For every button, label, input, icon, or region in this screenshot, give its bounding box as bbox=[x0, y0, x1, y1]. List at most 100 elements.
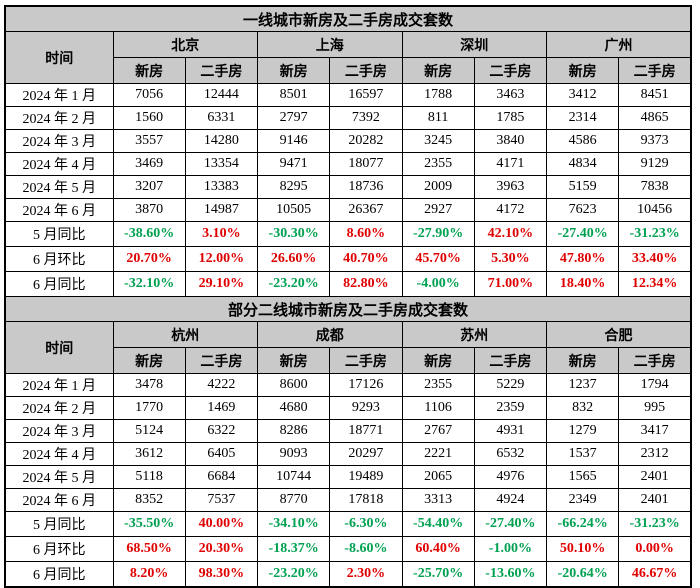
subheader-row-tier1: 新房 二手房 新房 二手房 新房 二手房 新房 二手房 bbox=[5, 57, 692, 84]
pct-cell: 20.70% bbox=[112, 246, 186, 272]
pct-label: 5 月同比 bbox=[4, 221, 114, 247]
count-cell: 1785 bbox=[473, 106, 548, 130]
count-cell: 16597 bbox=[329, 83, 403, 107]
count-cell: 9293 bbox=[329, 396, 403, 420]
pct-cell: 12.34% bbox=[618, 271, 692, 297]
table-title-row-tier2: 部分二线城市新房及二手房成交套数 bbox=[4, 296, 692, 322]
city-header-tier2-0: 杭州 bbox=[112, 321, 258, 348]
count-cell: 14280 bbox=[184, 129, 259, 153]
city-header-row-tier2: 时间 杭州 成都 苏州 合肥 bbox=[4, 321, 692, 374]
subcol-header-tier2-1-1: 二手房 bbox=[329, 347, 403, 374]
count-cell: 19489 bbox=[329, 465, 403, 489]
count-cell: 9471 bbox=[256, 152, 331, 176]
count-cell: 8770 bbox=[256, 488, 331, 512]
pct-cell: 40.70% bbox=[329, 246, 403, 272]
count-cell: 1560 bbox=[112, 106, 186, 130]
pct-cell: -1.00% bbox=[473, 536, 548, 562]
pct-cell: -34.10% bbox=[256, 511, 331, 537]
count-cell: 8286 bbox=[256, 419, 331, 443]
count-cell: 4680 bbox=[256, 396, 331, 420]
data-row-tier2-3: 2024 年 4 月 3612 6405 9093 20297 2221 6532 1537 2… bbox=[4, 442, 692, 466]
subcol-header-tier1-1-0: 新房 bbox=[256, 57, 331, 84]
count-cell: 3478 bbox=[112, 373, 186, 397]
count-cell: 2927 bbox=[401, 198, 475, 222]
subcol-header-tier1-0-1: 二手房 bbox=[184, 57, 259, 84]
count-cell: 2312 bbox=[618, 442, 692, 466]
count-cell: 20282 bbox=[329, 129, 403, 153]
pct-cell: 0.00% bbox=[618, 536, 692, 562]
data-row-tier1-3: 2024 年 4 月 3469 13354 9471 18077 2355 4171 4834… bbox=[4, 152, 692, 176]
count-cell: 18077 bbox=[329, 152, 403, 176]
pct-cell: -18.37% bbox=[256, 536, 331, 562]
pct-row-tier2-0: 5 月同比 -35.50% 40.00% -34.10% -6.30% -54.40% -2… bbox=[4, 511, 692, 537]
pct-cell: -27.90% bbox=[401, 221, 475, 247]
pct-cell: -54.40% bbox=[401, 511, 475, 537]
count-cell: 2401 bbox=[618, 488, 692, 512]
month-label: 2024 年 1 月 bbox=[4, 373, 114, 397]
month-label: 2024 年 3 月 bbox=[4, 129, 114, 153]
pct-cell: 47.80% bbox=[545, 246, 620, 272]
count-cell: 2401 bbox=[618, 465, 692, 489]
pct-cell: -8.60% bbox=[329, 536, 403, 562]
count-cell: 3612 bbox=[112, 442, 186, 466]
pct-label: 6 月同比 bbox=[4, 561, 114, 588]
pct-cell: 20.30% bbox=[184, 536, 259, 562]
count-cell: 1537 bbox=[545, 442, 620, 466]
count-cell: 8352 bbox=[112, 488, 186, 512]
pct-cell: 98.30% bbox=[184, 561, 259, 588]
count-cell: 1469 bbox=[184, 396, 259, 420]
count-cell: 3417 bbox=[618, 419, 692, 443]
pct-cell: 18.40% bbox=[545, 271, 620, 297]
pct-cell: -35.50% bbox=[112, 511, 186, 537]
pct-cell: -4.00% bbox=[401, 271, 475, 297]
count-cell: 9373 bbox=[618, 129, 692, 153]
pct-cell: -66.24% bbox=[545, 511, 620, 537]
count-cell: 995 bbox=[618, 396, 692, 420]
count-cell: 13383 bbox=[184, 175, 259, 199]
count-cell: 6684 bbox=[184, 465, 259, 489]
count-cell: 9129 bbox=[618, 152, 692, 176]
count-cell: 2767 bbox=[401, 419, 475, 443]
count-cell: 1279 bbox=[545, 419, 620, 443]
month-label: 2024 年 6 月 bbox=[4, 198, 114, 222]
subcol-header-tier1-2-0: 新房 bbox=[401, 57, 475, 84]
count-cell: 5118 bbox=[112, 465, 186, 489]
count-cell: 4586 bbox=[545, 129, 620, 153]
month-label: 2024 年 6 月 bbox=[4, 488, 114, 512]
pct-cell: 42.10% bbox=[473, 221, 548, 247]
pct-cell: 60.40% bbox=[401, 536, 475, 562]
pct-cell: 8.60% bbox=[329, 221, 403, 247]
subcol-header-tier2-2-1: 二手房 bbox=[473, 347, 548, 374]
subcol-header-tier2-0-1: 二手房 bbox=[184, 347, 259, 374]
time-header-tier2: 时间 bbox=[4, 321, 114, 374]
pct-row-tier1-0: 5 月同比 -38.60% 3.10% -30.30% 8.60% -27.90% 42.1… bbox=[4, 221, 692, 247]
count-cell: 3245 bbox=[401, 129, 475, 153]
data-row-tier2-1: 2024 年 2 月 1770 1469 4680 9293 1106 2359 832 995 bbox=[4, 396, 692, 420]
count-cell: 4976 bbox=[473, 465, 548, 489]
count-cell: 12444 bbox=[184, 83, 259, 107]
count-cell: 5229 bbox=[473, 373, 548, 397]
city-header-tier2-3: 合肥 bbox=[546, 321, 692, 348]
count-cell: 6405 bbox=[184, 442, 259, 466]
count-cell: 2009 bbox=[401, 175, 475, 199]
pct-cell: 5.30% bbox=[473, 246, 548, 272]
pct-cell: -27.40% bbox=[545, 221, 620, 247]
count-cell: 3469 bbox=[112, 152, 186, 176]
pct-cell: 2.30% bbox=[329, 561, 403, 588]
subcol-header-tier2-1-0: 新房 bbox=[256, 347, 331, 374]
count-cell: 18771 bbox=[329, 419, 403, 443]
count-cell: 3963 bbox=[473, 175, 548, 199]
data-row-tier1-1: 2024 年 2 月 1560 6331 2797 7392 811 1785 2314 486… bbox=[4, 106, 692, 130]
count-cell: 832 bbox=[545, 396, 620, 420]
data-row-tier2-5: 2024 年 6 月 8352 7537 8770 17818 3313 4924 2349 2… bbox=[4, 488, 692, 512]
subcol-header-tier2-0-0: 新房 bbox=[112, 347, 186, 374]
subcol-header-tier1-3-0: 新房 bbox=[545, 57, 620, 84]
count-cell: 8600 bbox=[256, 373, 331, 397]
subcol-header-tier1-0-0: 新房 bbox=[112, 57, 186, 84]
pct-cell: 3.10% bbox=[184, 221, 259, 247]
count-cell: 2221 bbox=[401, 442, 475, 466]
pct-cell: 26.60% bbox=[256, 246, 331, 272]
count-cell: 4931 bbox=[473, 419, 548, 443]
count-cell: 6331 bbox=[184, 106, 259, 130]
pct-cell: 46.67% bbox=[618, 561, 692, 588]
